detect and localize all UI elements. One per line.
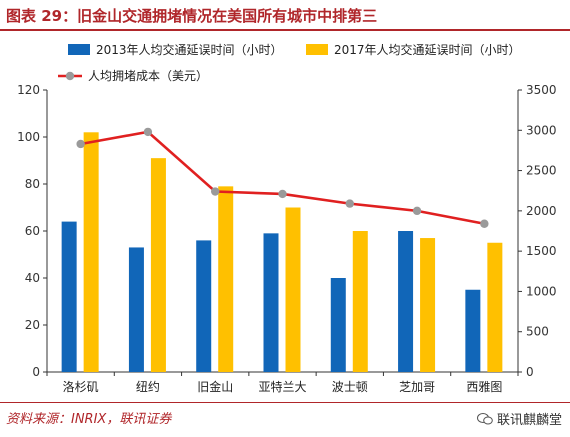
legend-label: 2017年人均交通延误时间（小时） [334, 42, 521, 57]
x-tick-label: 芝加哥 [399, 379, 435, 394]
bar-2013 [398, 231, 414, 372]
y-right-tick-label: 3000 [526, 123, 557, 137]
cost-marker [412, 206, 422, 216]
cost-marker [211, 187, 220, 196]
cost-marker [480, 219, 489, 228]
cost-marker [278, 189, 287, 199]
bar-2013 [128, 247, 144, 372]
x-tick-label: 纽约 [136, 379, 160, 394]
y-left-tick-label: 120 [17, 83, 40, 97]
y-right-tick-label: 3500 [526, 83, 557, 97]
chart-area: 0 20 40 60 80 100 120 0 500 1000 1500 2000 2500 3000 3… [0, 32, 570, 402]
cost-marker [345, 199, 354, 208]
bar-2017 [285, 207, 301, 372]
y-right-tick-label: 500 [526, 325, 549, 339]
cost-line [80, 130, 485, 226]
y-right-tick-label: 0 [526, 365, 534, 379]
x-tick-label: 波士顿 [332, 380, 368, 394]
cost-marker [143, 127, 153, 137]
y-right-tick-label: 1500 [526, 244, 557, 258]
bar-2017 [352, 231, 368, 372]
legend-label: 人均拥堵成本（美元） [88, 69, 208, 83]
legend-marker [65, 71, 75, 81]
x-tick-label: 洛杉矶 [63, 379, 99, 394]
bar-2017 [218, 186, 234, 372]
legend-label: 2013年人均交通延误时间（小时） [96, 42, 283, 57]
legend-swatch [68, 44, 90, 55]
title-divider [0, 29, 570, 31]
bar-2013 [465, 289, 481, 372]
chart-title: 图表 29：旧金山交通拥堵情况在美国所有城市中排第三 [6, 7, 378, 25]
wechat-icon [476, 412, 493, 424]
y-right-tick-label: 2500 [526, 164, 557, 178]
bar-2013 [196, 240, 212, 372]
bar-2013 [330, 278, 346, 372]
y-left-tick-label: 60 [25, 224, 40, 238]
bar-2017 [83, 132, 99, 372]
bar-2013 [263, 233, 279, 372]
legend-swatch [306, 44, 328, 55]
bar-2013 [61, 221, 77, 372]
y-left-tick-label: 40 [25, 271, 40, 285]
y-left-tick-label: 0 [32, 365, 40, 379]
source-note: 资料来源：INRIX，联讯证券 [6, 412, 172, 427]
bar-2017 [487, 242, 503, 372]
y-right-tick-label: 2000 [526, 204, 557, 218]
x-tick-label: 旧金山 [197, 379, 233, 394]
x-tick-label: 亚特兰大 [258, 379, 306, 394]
y-left-tick-label: 20 [25, 318, 40, 332]
bar-2017 [150, 158, 166, 372]
cost-marker [76, 139, 85, 149]
y-right-tick-label: 1000 [526, 284, 557, 298]
y-left-tick-label: 100 [17, 130, 40, 144]
title-bar: 图表 29：旧金山交通拥堵情况在美国所有城市中排第三 [0, 0, 570, 31]
chart-svg: 0 20 40 60 80 100 120 0 500 1000 1500 2000 2500 3000 3… [17, 42, 557, 394]
x-tick-label: 西雅图 [466, 379, 502, 394]
watermark-text: 联讯麒麟堂 [496, 413, 562, 428]
watermark: 联讯麒麟堂 [476, 409, 562, 428]
y-left-tick-label: 80 [25, 177, 40, 191]
bar-2017 [420, 238, 436, 372]
footer-divider [0, 402, 570, 403]
